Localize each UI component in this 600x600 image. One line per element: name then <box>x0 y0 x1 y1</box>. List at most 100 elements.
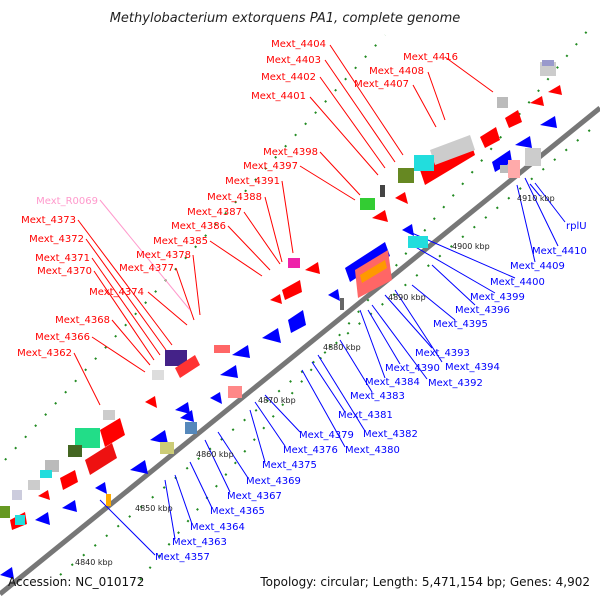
forward-arrow <box>305 262 320 274</box>
label-mext-4393: Mext_4393 <box>415 348 470 359</box>
leader-4408 <box>427 71 446 121</box>
label-mext-4386: Mext_4386 <box>171 221 226 232</box>
forward-block <box>85 443 117 475</box>
reverse-arrow <box>328 289 340 301</box>
reverse-arrow <box>220 365 238 378</box>
lavender-gene <box>542 60 554 66</box>
label-mext-4387: Mext_4387 <box>187 207 242 218</box>
leader-4395 <box>411 284 456 321</box>
reverse-arrow <box>210 392 222 404</box>
cyan-gene <box>40 470 52 478</box>
leader-4404 <box>329 44 404 156</box>
tick-4850: 4850 kbp <box>135 504 173 513</box>
tick-4890: 4890 kbp <box>388 293 426 302</box>
label-mext-4392: Mext_4392 <box>428 378 483 389</box>
label-mext-4373: Mext_4373 <box>21 215 76 226</box>
lower-guide-row <box>59 129 591 576</box>
leader-4416 <box>444 56 494 93</box>
label-mext-4404: Mext_4404 <box>271 39 326 50</box>
leader-4401 <box>309 96 379 176</box>
dark-gene <box>380 185 385 197</box>
leader-rplU <box>534 182 566 223</box>
salmon-gene <box>228 386 242 398</box>
leader-4375 <box>249 409 266 463</box>
reverse-arrow <box>95 482 107 494</box>
salmon-gene <box>214 345 230 353</box>
leader-4357 <box>99 499 156 556</box>
forward-arrow <box>505 110 522 128</box>
label-mext-4397: Mext_4397 <box>243 161 298 172</box>
leader-4379 <box>264 394 301 433</box>
tick-labels: 4840 kbp 4850 kbp 4860 kbp 4870 kbp 4880… <box>75 242 490 567</box>
leader-4376 <box>254 401 286 447</box>
leader-4378 <box>192 254 201 316</box>
label-mext-4363: Mext_4363 <box>172 537 227 548</box>
label-mext-4408: Mext_4408 <box>369 66 424 77</box>
label-mext-4398: Mext_4398 <box>263 147 318 158</box>
gray-gene <box>497 97 508 108</box>
leader-4364 <box>174 474 193 525</box>
leader-4382 <box>317 354 366 432</box>
leader-4362 <box>73 352 101 406</box>
forward-arrow <box>530 96 544 106</box>
leader-4397 <box>299 165 356 201</box>
leader-4367 <box>204 439 231 493</box>
label-mext-4357: Mext_4357 <box>155 552 210 563</box>
forward-arrow <box>270 294 282 304</box>
label-mext-4365: Mext_4365 <box>210 506 265 517</box>
cyan-gene <box>408 236 428 248</box>
label-mext-4401: Mext_4401 <box>251 91 306 102</box>
label-mext-4377: Mext_4377 <box>119 263 174 274</box>
leader-4392 <box>371 304 428 380</box>
forward-features <box>0 60 562 530</box>
label-mext-4369: Mext_4369 <box>246 476 301 487</box>
label-mext-4388: Mext_4388 <box>207 192 262 203</box>
leader-4373 <box>77 219 173 346</box>
label-mext-4374: Mext_4374 <box>89 287 144 298</box>
leader-4388 <box>264 196 283 263</box>
leader-4910kbp <box>529 183 541 197</box>
leader-4372 <box>85 238 167 351</box>
accession-text: Accession: NC_010172 <box>8 575 144 589</box>
leader-4390 <box>367 309 401 365</box>
reverse-arrow <box>515 136 532 148</box>
reverse-arrow <box>262 328 281 343</box>
label-mext-4390: Mext_4390 <box>385 363 440 374</box>
forward-labels: Mext_4404 Mext_4416 Mext_4403 Mext_4408 … <box>17 39 458 359</box>
leader-4380 <box>301 369 346 448</box>
reverse-features <box>0 116 557 579</box>
gray-gene <box>152 370 164 380</box>
leader-4396 <box>431 264 476 306</box>
leader-4368 <box>111 319 151 366</box>
label-mext-4416: Mext_4416 <box>403 52 458 63</box>
label-mext-4367: Mext_4367 <box>227 491 282 502</box>
leader-4381 <box>311 361 346 413</box>
leader-4385 <box>209 240 263 277</box>
olive-gene <box>0 506 10 518</box>
leader-4377 <box>175 267 195 321</box>
gray-gene <box>28 480 40 490</box>
forward-arrow <box>60 470 78 490</box>
forward-block <box>100 418 125 447</box>
leader-4383 <box>339 339 373 393</box>
forward-arrow <box>145 396 157 408</box>
reverse-arrow <box>492 150 512 172</box>
label-mext-4399: Mext_4399 <box>470 292 525 303</box>
gray-gene <box>103 410 115 420</box>
forward-arrow <box>395 192 408 204</box>
genome-backbone <box>0 106 600 596</box>
reverse-arrow <box>150 430 168 444</box>
tick-4860: 4860 kbp <box>196 450 234 459</box>
label-mext-4382: Mext_4382 <box>363 429 418 440</box>
reverse-arrow <box>35 512 50 525</box>
leader-4371 <box>91 257 161 356</box>
teal-gene <box>75 428 100 448</box>
tick-4840: 4840 kbp <box>75 558 113 567</box>
reverse-arrow <box>175 402 190 414</box>
label-mext-4375: Mext_4375 <box>262 460 317 471</box>
cyan-gene <box>414 155 434 171</box>
green-gene <box>360 198 375 210</box>
label-mext-4370: Mext_4370 <box>37 266 92 277</box>
orange-stripe <box>360 260 387 283</box>
